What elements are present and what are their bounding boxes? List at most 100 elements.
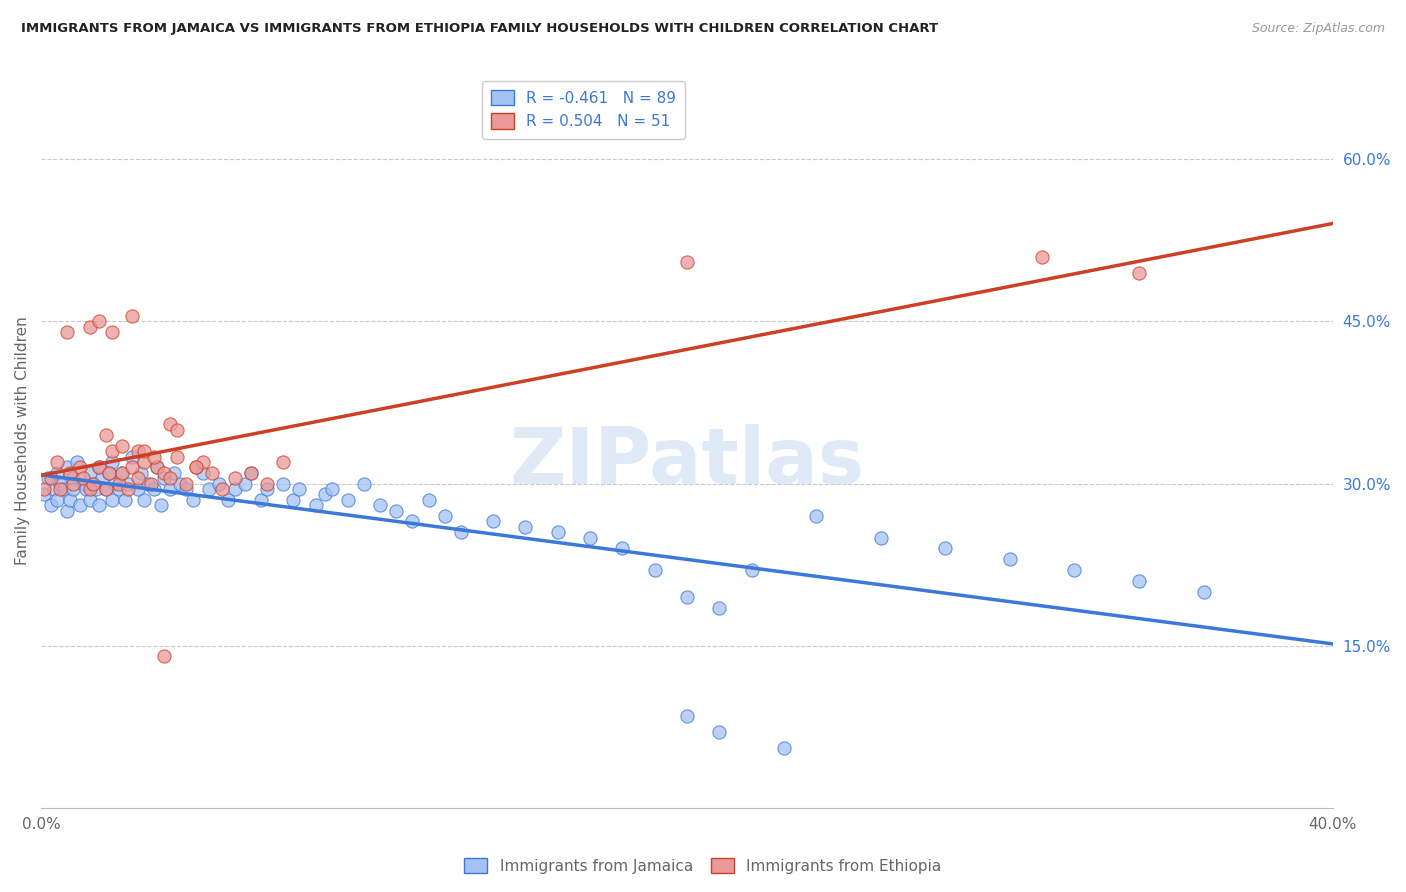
Point [117, 476, 139, 491]
Point [72, 476, 94, 491]
Point [62, 471, 84, 485]
Point [1063, 563, 1085, 577]
Point [62, 482, 84, 496]
Point [37, 471, 59, 485]
Point [97, 466, 120, 480]
Point [676, 590, 699, 604]
Point [249, 492, 271, 507]
Point [101, 455, 124, 469]
Point [644, 563, 666, 577]
Point [84, 482, 107, 496]
Point [46, 466, 69, 480]
Text: Source: ZipAtlas.com: Source: ZipAtlas.com [1251, 22, 1385, 36]
Point [184, 460, 207, 475]
Point [433, 508, 456, 523]
Point [217, 492, 239, 507]
Point [62, 476, 84, 491]
Point [772, 741, 794, 756]
Point [75, 482, 97, 496]
Point [146, 460, 169, 475]
Point [198, 482, 221, 496]
Point [121, 460, 143, 475]
Point [101, 492, 124, 507]
Point [114, 492, 136, 507]
Point [52, 482, 75, 496]
Point [159, 417, 181, 431]
Point [401, 514, 423, 528]
Point [117, 482, 139, 496]
Point [579, 531, 602, 545]
Point [271, 455, 294, 469]
Point [89, 460, 111, 475]
Point [89, 460, 111, 475]
Point [66, 455, 89, 469]
Point [176, 476, 198, 491]
Point [94, 428, 117, 442]
Point [72, 471, 94, 485]
Point [304, 498, 326, 512]
Point [515, 520, 537, 534]
Point [34, 487, 56, 501]
Point [91, 471, 114, 485]
Point [153, 649, 176, 664]
Point [143, 450, 166, 464]
Point [271, 476, 294, 491]
Point [998, 552, 1021, 566]
Point [1192, 584, 1215, 599]
Point [166, 450, 188, 464]
Point [59, 466, 82, 480]
Point [709, 725, 731, 739]
Point [336, 492, 359, 507]
Point [79, 319, 101, 334]
Point [1128, 266, 1150, 280]
Point [159, 482, 181, 496]
Point [121, 450, 143, 464]
Point [121, 309, 143, 323]
Point [56, 326, 79, 340]
Point [1031, 250, 1053, 264]
Point [111, 466, 134, 480]
Point [59, 492, 82, 507]
Point [162, 466, 184, 480]
Point [46, 492, 69, 507]
Point [256, 482, 278, 496]
Point [676, 255, 699, 269]
Point [211, 482, 233, 496]
Point [869, 531, 891, 545]
Point [139, 476, 162, 491]
Point [94, 482, 117, 496]
Point [676, 709, 699, 723]
Point [208, 476, 231, 491]
Point [82, 476, 104, 491]
Point [79, 466, 101, 480]
Point [804, 508, 827, 523]
Point [101, 326, 124, 340]
Point [107, 482, 129, 496]
Point [134, 455, 156, 469]
Point [612, 541, 634, 556]
Point [134, 492, 156, 507]
Point [353, 476, 375, 491]
Point [49, 482, 72, 496]
Point [176, 482, 198, 496]
Point [56, 460, 79, 475]
Point [159, 471, 181, 485]
Point [149, 498, 172, 512]
Point [181, 492, 204, 507]
Point [127, 482, 149, 496]
Point [1128, 574, 1150, 588]
Point [101, 444, 124, 458]
Text: IMMIGRANTS FROM JAMAICA VS IMMIGRANTS FROM ETHIOPIA FAMILY HOUSEHOLDS WITH CHILD: IMMIGRANTS FROM JAMAICA VS IMMIGRANTS FR… [21, 22, 938, 36]
Point [166, 423, 188, 437]
Point [709, 600, 731, 615]
Point [191, 455, 214, 469]
Point [107, 476, 129, 491]
Point [42, 482, 65, 496]
Point [321, 482, 343, 496]
Text: ZIPatlas: ZIPatlas [509, 425, 865, 500]
Point [89, 498, 111, 512]
Point [127, 444, 149, 458]
Point [39, 498, 62, 512]
Point [934, 541, 956, 556]
Point [314, 487, 336, 501]
